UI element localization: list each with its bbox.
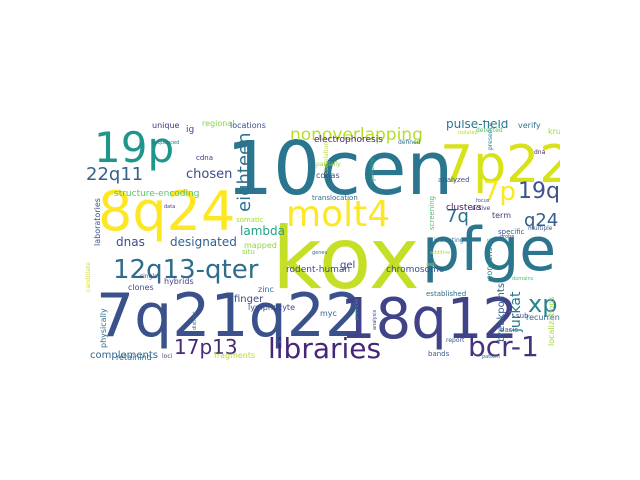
cloud-word: molt4 xyxy=(286,194,390,235)
cloud-word: genome xyxy=(369,157,376,182)
cloud-word: hybrids xyxy=(164,277,194,286)
cloud-word: pfge xyxy=(422,215,556,285)
cloud-word: active xyxy=(472,205,491,212)
cloud-word: analysis xyxy=(372,309,378,330)
cloud-word: ig xyxy=(186,125,194,135)
cloud-word: established xyxy=(426,290,466,298)
cloud-word: dnas xyxy=(116,235,145,249)
cloud-word: jurkat xyxy=(508,291,524,333)
cloud-word: structure-encoding xyxy=(114,189,199,199)
cloud-word: genes xyxy=(312,250,327,256)
cloud-word: translocation xyxy=(312,194,358,202)
cloud-word: libraries xyxy=(268,332,381,360)
cloud-word: unique xyxy=(152,121,180,130)
cloud-word: 12q13-qter xyxy=(113,255,259,285)
cloud-word: detected xyxy=(476,127,503,134)
cloud-word: locations xyxy=(230,121,266,130)
cloud-word: 18q12 xyxy=(340,287,518,352)
cloud-word: laboratories xyxy=(93,198,102,246)
cloud-word: well xyxy=(426,262,436,268)
cloud-word: multiple xyxy=(528,225,553,232)
cloud-word: 10cen xyxy=(226,126,453,212)
cloud-word: presence xyxy=(487,122,494,150)
cloud-word: situ xyxy=(242,248,255,256)
word-cloud: kox 10cen 7q21q22 7p22 8q24 pfge 18q12 1… xyxy=(80,120,560,360)
cloud-word: domains xyxy=(512,276,534,282)
cloud-word: 7p xyxy=(483,177,516,207)
cloud-word: rodent-human xyxy=(286,265,350,275)
cloud-word: loci xyxy=(162,353,173,360)
cloud-word: probe xyxy=(500,234,514,240)
cloud-word: indicating xyxy=(434,237,464,244)
cloud-word: finger xyxy=(234,294,264,305)
cloud-word: consensus xyxy=(485,238,494,280)
cloud-word: 7q21q22 xyxy=(96,281,363,351)
cloud-word: bcr-1 xyxy=(468,330,539,360)
cloud-word: focus xyxy=(476,198,490,204)
cloud-word: physically xyxy=(99,308,108,348)
cloud-word: single xyxy=(140,273,158,280)
cloud-word: nonoverlapping xyxy=(290,125,423,145)
cloud-word: 8q24 xyxy=(98,180,235,243)
cloud-word: isolated xyxy=(458,130,478,136)
cloud-word: verify xyxy=(518,121,541,130)
cloud-word: recurrent xyxy=(526,313,560,322)
cloud-word: fragments xyxy=(214,351,255,360)
cloud-word: kox xyxy=(272,209,420,309)
cloud-word: screening xyxy=(428,196,436,230)
cloud-word: eighteen xyxy=(234,132,255,212)
cloud-word: lambda xyxy=(240,224,285,238)
cloud-word: partially xyxy=(316,161,341,168)
cloud-word: 17p13 xyxy=(174,335,238,359)
cloud-word: data xyxy=(164,204,175,210)
cloud-word: 19p xyxy=(94,123,174,172)
cloud-word: sequenced xyxy=(152,140,179,146)
cloud-word: myc xyxy=(320,309,337,318)
cloud-word: breakpoints xyxy=(496,283,507,342)
cloud-word: basis xyxy=(500,326,518,334)
cloud-word: distinct xyxy=(192,312,198,330)
cloud-word: clones xyxy=(128,283,154,292)
cloud-word: 7q xyxy=(446,206,469,227)
cloud-word: q24 xyxy=(524,210,558,231)
cloud-word: chromosome xyxy=(386,265,445,275)
cloud-word: pattern xyxy=(482,354,500,360)
cloud-word: 19q xyxy=(518,179,560,204)
cloud-word: analyzed xyxy=(438,176,470,184)
cloud-word: retaining xyxy=(116,353,152,360)
cloud-word: additive xyxy=(430,250,450,256)
cloud-word: cdna xyxy=(196,154,213,162)
cloud-word: correlation xyxy=(323,142,330,174)
cloud-word: zinc xyxy=(258,285,274,294)
cloud-word: mapped xyxy=(244,241,277,250)
cloud-word: kruppel-type xyxy=(548,127,560,136)
cloud-word: report xyxy=(446,337,465,344)
cloud-word: previous xyxy=(354,298,360,320)
cloud-word: defined xyxy=(398,139,421,146)
cloud-word: specific xyxy=(498,228,525,236)
cloud-word: bands xyxy=(428,350,450,358)
cloud-word: designated xyxy=(170,235,237,249)
cloud-word: clusters xyxy=(446,203,482,213)
cloud-word: lymphocyte xyxy=(248,303,295,312)
cloud-word: candidate xyxy=(85,262,92,292)
cloud-word: pulse-field xyxy=(446,120,508,131)
cloud-word: term xyxy=(492,211,511,220)
cloud-word: cdnas xyxy=(316,171,340,180)
word-cloud-svg: kox 10cen 7q21q22 7p22 8q24 pfge 18q12 1… xyxy=(85,120,560,360)
cloud-word: localizations xyxy=(547,297,556,346)
cloud-word: gel xyxy=(340,260,355,271)
cloud-word: 22q11 xyxy=(86,164,143,185)
cloud-word: xp xyxy=(528,290,557,318)
cloud-word: complements xyxy=(90,350,158,360)
cloud-word: regional xyxy=(202,120,234,128)
cloud-word: 7p22 xyxy=(440,135,560,195)
cloud-word: chosen xyxy=(186,167,232,182)
cloud-word: electrophoresis xyxy=(314,135,383,145)
cloud-word: sub xyxy=(516,312,529,320)
cloud-word: somatic xyxy=(236,216,264,224)
cloud-word: dna xyxy=(534,149,546,156)
